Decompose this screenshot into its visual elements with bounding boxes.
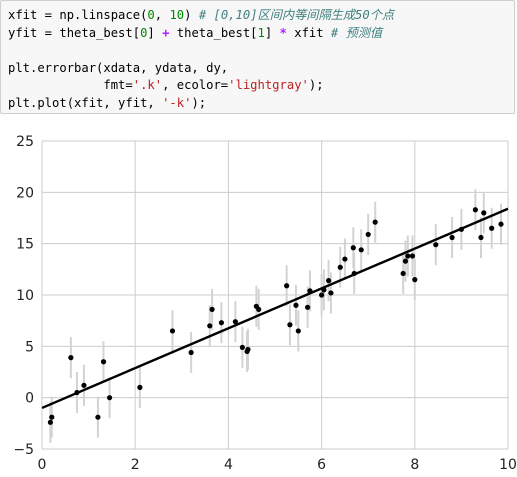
x-tick-label: 2 <box>131 457 140 473</box>
y-tick-label: 25 <box>16 134 34 150</box>
data-point <box>350 245 356 251</box>
data-point <box>68 355 74 361</box>
data-point <box>295 328 301 334</box>
x-tick-label: 0 <box>38 457 47 473</box>
code-token: , <box>154 8 170 22</box>
data-point <box>449 234 455 241</box>
code-token: , ecolor= <box>162 78 229 93</box>
data-point <box>365 231 371 238</box>
data-point <box>319 292 325 298</box>
data-point <box>489 225 495 231</box>
y-tick-label: 5 <box>25 339 34 355</box>
code-line: xfit = np.linspace(0, 10) # [0,10]区间内等间隔… <box>8 7 514 25</box>
data-point <box>325 278 332 284</box>
data-point <box>188 349 194 356</box>
code-token: fmt= <box>8 78 133 93</box>
code-cell[interactable]: xfit = np.linspace(0, 10) # [0,10]区间内等间隔… <box>0 0 515 114</box>
data-point <box>100 359 107 365</box>
code-token: # [0,10]区间内等间隔生成50个点 <box>198 8 395 22</box>
data-point <box>245 346 251 353</box>
code-token: ] <box>264 25 280 40</box>
data-point <box>328 290 334 296</box>
y-tick-labels: −5 0 5 10 15 20 25 <box>13 134 34 458</box>
code-token: 0 <box>147 8 155 22</box>
code-token: + <box>162 25 170 40</box>
code-token: 'lightgray' <box>228 78 309 93</box>
code-line: plt.errorbar(xdata, ydata, dy, <box>8 60 514 78</box>
data-point <box>239 344 245 350</box>
data-point <box>218 320 225 326</box>
y-tick-label: 20 <box>16 185 34 201</box>
code-token: 0 <box>140 25 148 40</box>
data-point <box>358 247 364 253</box>
data-point <box>284 283 290 289</box>
data-point <box>47 419 53 425</box>
code-line: yfit = theta_best[0] + theta_best[1] * x… <box>8 25 514 43</box>
code-token: xfit <box>286 25 331 40</box>
code-token: xfit = np.linspace( <box>8 8 148 22</box>
x-tick-label: 4 <box>224 457 233 473</box>
y-tick-label: 0 <box>25 391 34 407</box>
data-point <box>207 323 213 329</box>
grid <box>41 140 509 450</box>
code-token: # 预测值 <box>330 25 383 40</box>
data-point <box>409 253 416 259</box>
code-token: ) <box>184 8 199 22</box>
code-editor[interactable]: xfit = np.linspace(0, 10) # [0,10]区间内等间隔… <box>8 7 514 113</box>
code-line: fmt='.k', ecolor='lightgray'); <box>8 77 514 95</box>
code-token: 1 <box>257 25 265 40</box>
x-tick-label: 8 <box>410 457 419 473</box>
code-token: ] <box>147 25 163 40</box>
data-point <box>169 328 176 334</box>
y-tick-label: −5 <box>13 442 34 458</box>
data-point <box>287 322 293 328</box>
data-point <box>433 242 439 248</box>
data-point <box>472 207 478 213</box>
code-token: 10 <box>169 8 185 22</box>
code-token: ); <box>308 78 324 93</box>
data-point <box>405 253 411 259</box>
data-point <box>137 384 143 390</box>
data-point <box>232 319 238 325</box>
x-tick-label: 10 <box>499 457 517 473</box>
data-point <box>106 395 113 401</box>
data-point <box>481 210 487 216</box>
code-token: plt.plot(xfit, yfit, <box>8 95 163 110</box>
data-point <box>337 264 343 270</box>
data-point <box>81 382 87 388</box>
code-token: '.k' <box>132 78 163 93</box>
data-point <box>372 219 378 225</box>
data-point <box>342 256 348 262</box>
fit-line <box>41 207 509 410</box>
x-tick-label: 6 <box>317 457 326 473</box>
data-point <box>293 302 299 308</box>
code-token: * <box>279 25 287 40</box>
code-token: plt.errorbar(xdata, ydata, dy, <box>8 60 229 75</box>
data-point <box>400 270 406 277</box>
y-tick-label: 10 <box>16 288 34 304</box>
data-point <box>256 306 262 312</box>
code-token: '-k' <box>162 95 192 110</box>
code-token: theta_best[ <box>169 25 258 40</box>
x-tick-labels: 0 2 4 6 8 10 <box>38 457 517 473</box>
code-line <box>8 42 514 60</box>
code-line: plt.plot(xfit, yfit, '-k'); <box>8 95 514 113</box>
data-point <box>305 304 311 310</box>
data-point <box>498 221 504 227</box>
data-point <box>412 277 418 283</box>
data-point <box>49 414 55 420</box>
data-point <box>95 414 101 420</box>
data-point <box>209 306 215 312</box>
y-tick-label: 15 <box>16 237 34 253</box>
code-token: yfit = theta_best[ <box>8 25 141 40</box>
code-token: ); <box>191 95 207 110</box>
data-point <box>402 258 409 264</box>
data-point <box>478 234 484 241</box>
